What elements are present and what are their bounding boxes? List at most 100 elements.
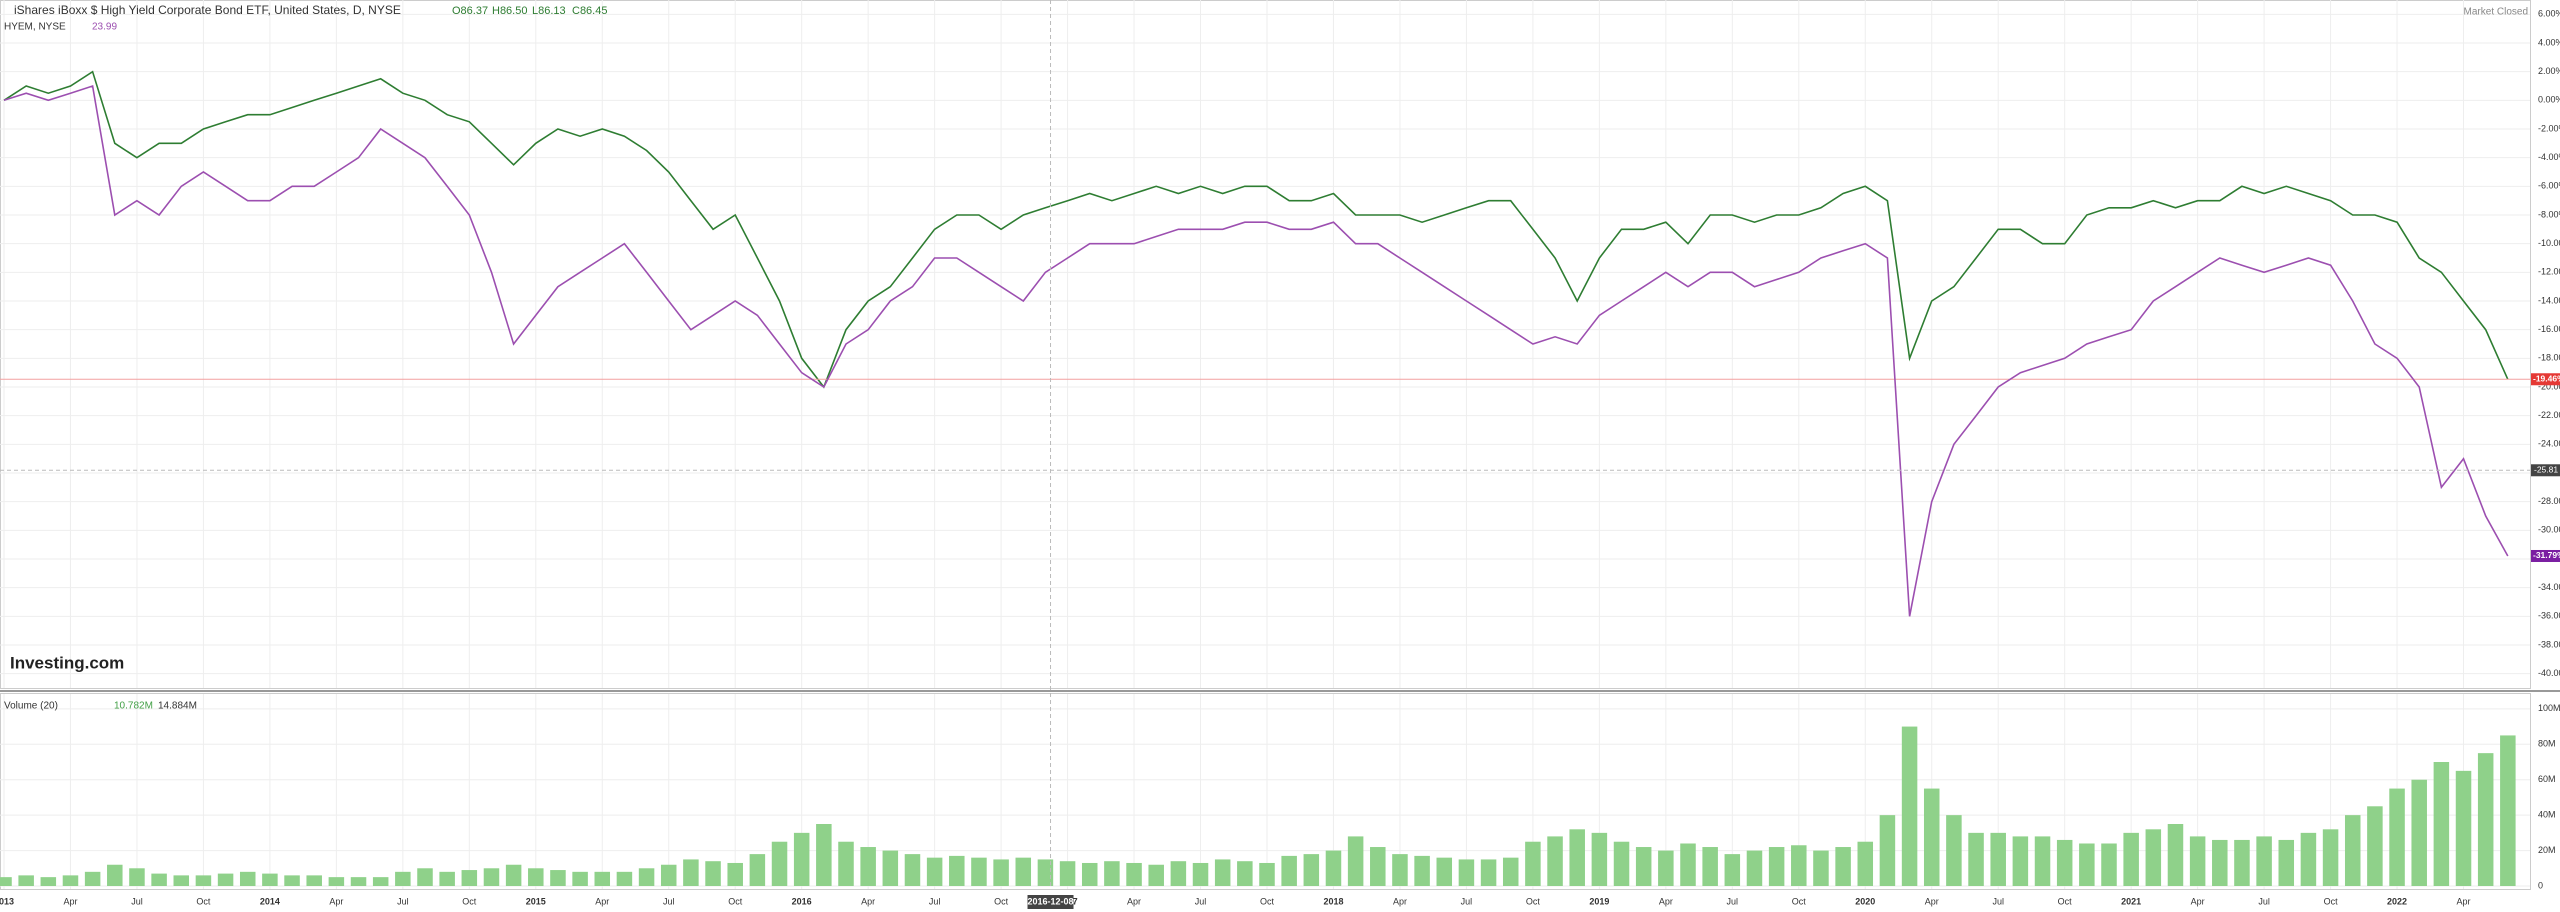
volume-bar xyxy=(2433,762,2450,886)
volume-bar xyxy=(1325,850,1342,886)
x-tick-label: Apr xyxy=(861,896,875,906)
x-tick-label: Jul xyxy=(131,896,143,906)
volume-bar xyxy=(926,857,943,886)
volume-bar xyxy=(217,873,234,886)
volume-bar xyxy=(1835,847,1851,886)
volume-bar xyxy=(1414,855,1430,886)
x-tick-label: 2022 xyxy=(2387,896,2407,906)
volume-bar xyxy=(1946,815,1962,886)
y-tick-label: -14.00% xyxy=(2538,295,2560,305)
volume-bar xyxy=(1458,859,1475,886)
last-value-label: -31.79% xyxy=(2533,550,2560,560)
volume-bar xyxy=(1126,862,1142,886)
volume-bar xyxy=(284,875,300,886)
volume-ma: 14.884M xyxy=(158,701,197,712)
last-value-label: -19.46% xyxy=(2533,374,2560,384)
x-tick-label: Oct xyxy=(2324,896,2339,906)
volume-bar xyxy=(262,873,278,886)
volume-label: Volume (20) xyxy=(4,701,58,712)
crosshair-y-label: -25.81 xyxy=(2534,465,2558,475)
volume-bar xyxy=(2167,824,2184,886)
volume-bar xyxy=(2256,836,2272,886)
volume-bar xyxy=(528,868,544,886)
compare-value: 23.99 xyxy=(92,22,117,33)
volume-bar xyxy=(1192,862,1209,886)
x-tick-label: Jul xyxy=(1461,896,1473,906)
high: H86.50 xyxy=(492,5,527,17)
volume-bar xyxy=(1480,859,1497,886)
volume-bar xyxy=(1547,836,1563,886)
y-tick-label: -34.00% xyxy=(2538,582,2560,592)
volume-bar xyxy=(2012,836,2029,886)
x-tick-label: Jul xyxy=(397,896,409,906)
x-tick-label: Jul xyxy=(663,896,675,906)
last-value-box xyxy=(2531,549,2560,562)
volume-pane xyxy=(0,693,2531,890)
volume-bar xyxy=(62,875,79,886)
volume-bar xyxy=(1037,859,1054,886)
volume-bar xyxy=(1680,843,1696,886)
x-tick-label: Oct xyxy=(1260,896,1275,906)
volume-bar xyxy=(1968,832,1984,886)
y-tick-label: -12.00% xyxy=(2538,267,2560,277)
volume-bar xyxy=(2389,788,2405,886)
y-tick-label: -30.00% xyxy=(2538,525,2560,535)
main-pane xyxy=(0,0,2531,689)
x-tick-label: Jul xyxy=(929,896,941,906)
volume-bar xyxy=(239,871,256,886)
volume-bar xyxy=(1635,847,1652,886)
chart-title: iShares iBoxx $ High Yield Corporate Bon… xyxy=(14,3,401,17)
volume-bar xyxy=(2189,836,2206,886)
market-status: Market Closed xyxy=(2464,7,2528,18)
volume-bar xyxy=(1791,845,1807,886)
volume-bar xyxy=(1591,832,1608,886)
x-tick-label: 2019 xyxy=(1589,896,1609,906)
open: O86.37 xyxy=(452,5,488,17)
volume-bar xyxy=(816,824,832,886)
series-line xyxy=(3,84,2509,617)
volume-bar xyxy=(2500,735,2516,886)
y-tick-label: -6.00% xyxy=(2538,181,2560,191)
volume-bar xyxy=(1104,861,1120,886)
volume-bar xyxy=(2034,836,2051,886)
volume-bar xyxy=(2234,839,2250,886)
volume-bar xyxy=(2212,839,2228,886)
volume-bar xyxy=(1990,832,2006,886)
x-tick-label: Apr xyxy=(1127,896,1141,906)
volume-bar xyxy=(2322,829,2339,886)
crosshair-y-box xyxy=(2531,464,2560,477)
y2-tick-label: 0 xyxy=(2538,880,2543,890)
y-tick-label: -4.00% xyxy=(2538,152,2560,162)
x-tick-label: 2015 xyxy=(526,896,546,906)
y-tick-label: -24.00% xyxy=(2538,439,2560,449)
volume-bar xyxy=(1879,815,1896,886)
volume-bar xyxy=(683,859,699,886)
volume-bar xyxy=(1658,850,1674,886)
y-tick-label: 4.00% xyxy=(2538,37,2560,47)
x-tick-label: Apr xyxy=(2457,896,2471,906)
x-tick-label: Apr xyxy=(1925,896,1939,906)
x-tick-label: 2018 xyxy=(1323,896,1343,906)
volume-bar xyxy=(2101,843,2117,886)
volume-bar xyxy=(1392,854,1408,886)
compare-label: HYEM, NYSE xyxy=(4,22,66,33)
low: L86.13 xyxy=(532,5,566,17)
volume-bar xyxy=(1569,829,1585,886)
volume-bar xyxy=(1746,850,1763,886)
volume-bar xyxy=(2344,815,2361,886)
x-tick-label: 2016 xyxy=(792,896,812,906)
y2-tick-label: 60M xyxy=(2538,774,2556,784)
volume-bar xyxy=(749,854,766,886)
volume-bar xyxy=(793,832,810,886)
volume-bar xyxy=(1281,855,1297,886)
crosshair-x-label: 2016-12-08 xyxy=(1027,896,1073,906)
volume-bar xyxy=(1059,861,1076,886)
volume-bar xyxy=(2367,806,2383,886)
x-tick-label: Apr xyxy=(63,896,77,906)
volume-bar xyxy=(1724,854,1741,886)
volume-bar xyxy=(705,861,721,886)
y-tick-label: -16.00% xyxy=(2538,324,2560,334)
volume-bar xyxy=(395,871,411,886)
x-tick-label: Oct xyxy=(196,896,211,906)
y-tick-label: -2.00% xyxy=(2538,123,2560,133)
